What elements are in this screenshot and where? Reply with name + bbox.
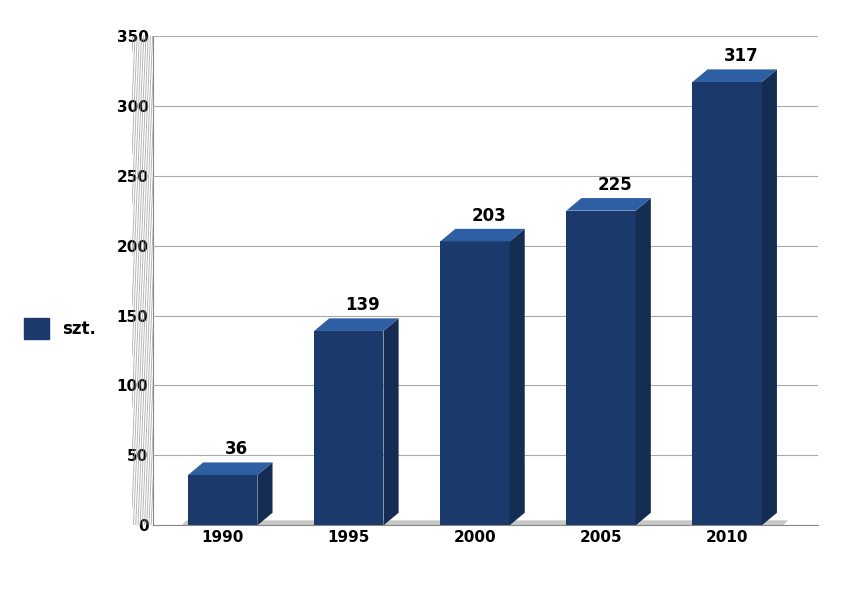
- Polygon shape: [567, 198, 651, 211]
- Bar: [567, 211, 636, 525]
- Bar: [314, 331, 383, 525]
- Polygon shape: [314, 318, 399, 331]
- Text: 225: 225: [597, 176, 632, 194]
- Text: 203: 203: [471, 207, 506, 224]
- Bar: [693, 82, 762, 525]
- Text: 317: 317: [723, 47, 758, 65]
- Polygon shape: [257, 463, 273, 525]
- Polygon shape: [762, 69, 777, 525]
- Polygon shape: [509, 229, 525, 525]
- Text: 139: 139: [345, 296, 380, 314]
- Text: 36: 36: [225, 440, 248, 458]
- Polygon shape: [383, 318, 399, 525]
- Polygon shape: [188, 463, 273, 475]
- Polygon shape: [181, 521, 788, 525]
- Legend: szt.: szt.: [17, 312, 102, 345]
- Bar: [188, 475, 257, 525]
- Bar: [440, 241, 509, 525]
- Polygon shape: [693, 69, 777, 82]
- Polygon shape: [636, 198, 651, 525]
- Polygon shape: [440, 229, 525, 241]
